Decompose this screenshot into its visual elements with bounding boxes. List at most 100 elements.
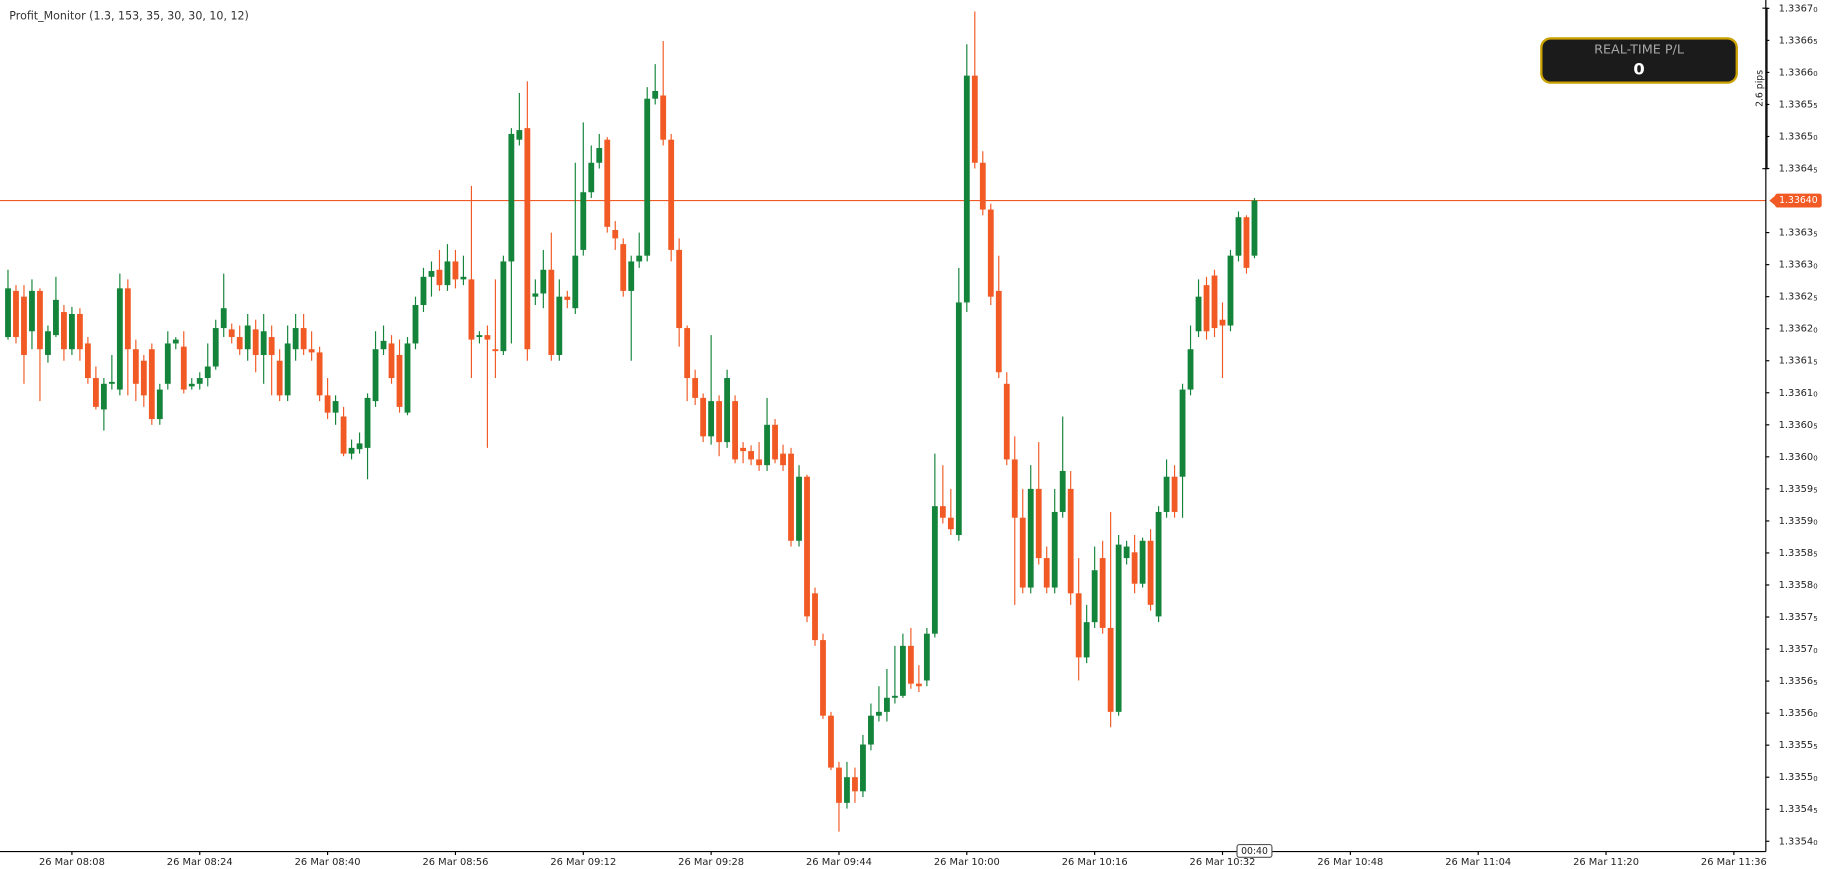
candle-body <box>356 443 363 450</box>
candle-body <box>860 744 866 792</box>
y-tick-label: 1.33590 <box>1779 516 1818 527</box>
candle-body <box>276 360 283 396</box>
candle-body <box>923 633 930 681</box>
plot-area <box>0 11 1766 832</box>
candle-body <box>212 328 219 367</box>
candle-body <box>748 451 754 460</box>
candle-body <box>868 715 874 745</box>
candle-body <box>420 276 427 306</box>
x-tick-label: 26 Mar 09:12 <box>550 857 616 868</box>
candle-body <box>604 139 611 227</box>
candle-body <box>180 346 187 390</box>
candle-body <box>820 640 826 716</box>
pl-panel: REAL-TIME P/L 0 <box>1540 37 1738 84</box>
candle-body <box>1059 470 1066 512</box>
candle-body <box>844 777 850 803</box>
price-label-box <box>1775 193 1822 208</box>
candle-body <box>788 453 794 541</box>
candle-body <box>676 249 683 329</box>
candle-body <box>1019 517 1026 588</box>
chart-title: Profit_Monitor (1.3, 153, 35, 30, 30, 10… <box>9 9 249 22</box>
y-tick-label: 1.33625 <box>1779 292 1818 303</box>
candle-body <box>452 261 459 280</box>
pl-title: REAL-TIME P/L <box>1594 43 1685 58</box>
candle-body <box>204 366 211 379</box>
candle-body <box>1139 540 1146 584</box>
x-tick-label: 26 Mar 11:36 <box>1701 857 1767 868</box>
candle-body <box>1115 544 1122 712</box>
candle-body <box>29 290 35 332</box>
candle-body <box>556 296 563 355</box>
candle-body <box>891 695 898 698</box>
candle-body <box>37 290 43 350</box>
candle-body <box>756 459 762 466</box>
y-tick-label: 1.33550 <box>1779 772 1818 783</box>
candle-body <box>732 401 739 460</box>
x-tick-label: 26 Mar 08:56 <box>422 857 488 868</box>
candle-body <box>804 476 810 617</box>
candle-body <box>1227 255 1234 326</box>
candle-body <box>979 162 986 210</box>
candle-body <box>388 343 395 379</box>
candle-body <box>740 447 746 452</box>
candle-body <box>1171 476 1178 512</box>
candle-body <box>987 209 994 297</box>
x-tick-label: 26 Mar 10:48 <box>1317 857 1383 868</box>
candle-body <box>812 593 818 641</box>
candle-body <box>1075 593 1082 658</box>
pl-value: 0 <box>1633 59 1644 78</box>
candle-body <box>796 476 802 541</box>
candle-body <box>252 329 259 355</box>
candle-body <box>1163 476 1170 512</box>
candle-body <box>140 360 147 396</box>
y-tick-label: 1.33560 <box>1779 708 1818 719</box>
x-tick-label: 26 Mar 08:40 <box>295 857 361 868</box>
candle-body <box>532 293 539 297</box>
y-tick-label: 1.33645 <box>1779 164 1818 175</box>
candle-body <box>364 397 371 448</box>
y-tick-label: 1.33620 <box>1779 324 1818 335</box>
candle-body <box>260 331 267 355</box>
candle-body <box>484 335 491 340</box>
y-tick-label: 1.33650 <box>1779 131 1818 142</box>
candle-body <box>899 645 906 696</box>
candle-body <box>1035 488 1042 559</box>
y-tick-label: 1.33665 <box>1779 35 1818 46</box>
candle-body <box>332 401 339 413</box>
candle-body <box>236 337 243 350</box>
y-tick-label: 1.33585 <box>1779 548 1818 559</box>
candle-body <box>724 378 731 443</box>
range-label: 2.6 pips <box>1755 70 1766 107</box>
candle-body <box>220 308 227 329</box>
candle-body <box>828 715 834 768</box>
candle-body <box>404 343 411 413</box>
y-tick-label: 1.33615 <box>1779 356 1818 367</box>
candle-body <box>716 401 723 443</box>
candle-body <box>628 261 635 291</box>
x-tick-label: 26 Mar 10:32 <box>1190 857 1256 868</box>
candle-body <box>652 91 659 99</box>
candle-body <box>955 302 962 536</box>
candle-body <box>516 130 523 140</box>
candle-body <box>596 148 603 163</box>
x-tick-label: 26 Mar 08:24 <box>167 857 233 868</box>
candle-body <box>1251 200 1258 256</box>
candle-body <box>876 711 882 716</box>
candle-body <box>132 349 139 384</box>
candle-body <box>708 401 715 437</box>
candle-body <box>69 313 75 350</box>
candle-body <box>1099 558 1106 628</box>
candle-body <box>588 162 595 193</box>
candle-body <box>548 269 555 355</box>
x-tick-label: 26 Mar 09:44 <box>806 857 872 868</box>
candle-body <box>636 255 643 262</box>
y-tick-label: 1.33570 <box>1779 644 1818 655</box>
candle-body <box>492 349 499 352</box>
candle-body <box>1179 389 1186 477</box>
candle-body <box>412 305 419 344</box>
y-tick-label: 1.33655 <box>1779 99 1818 110</box>
candle-body <box>92 378 99 407</box>
candle-body <box>540 269 547 294</box>
